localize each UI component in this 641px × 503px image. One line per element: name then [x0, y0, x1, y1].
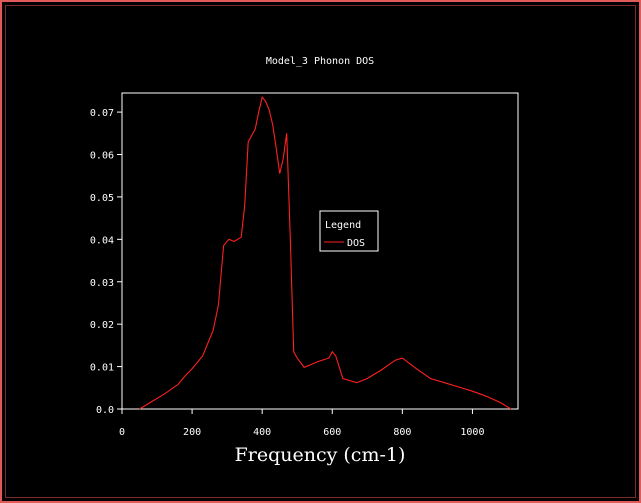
- y-tick-label: 0.04: [90, 235, 114, 246]
- x-tick-label: 1000: [460, 427, 484, 438]
- y-tick-label: 0.03: [90, 278, 114, 289]
- y-tick-label: 0.07: [90, 108, 114, 119]
- plot-area-border: [121, 92, 519, 410]
- x-tick-label: 400: [253, 427, 271, 438]
- x-tick-label: 0: [119, 427, 125, 438]
- y-tick-label: 0.06: [90, 151, 114, 162]
- x-tick-label: 200: [183, 427, 201, 438]
- y-axis: 0.0 0.01 0.02 0.03 0.04 0.05 0.06 0.07: [90, 108, 122, 416]
- legend-title: Legend: [325, 220, 361, 231]
- x-axis-label: Frequency (cm-1): [235, 444, 406, 466]
- y-tick-label: 0.02: [90, 320, 114, 331]
- legend-box: [319, 210, 379, 252]
- y-tick-label: 0.0: [96, 405, 114, 416]
- legend-label-dos: DOS: [347, 238, 365, 249]
- series-line-dos: [139, 95, 512, 410]
- y-tick-label: 0.05: [90, 193, 114, 204]
- chart-title: Model_3 Phonon DOS: [266, 56, 374, 67]
- legend: Legend DOS: [319, 210, 379, 252]
- window-inner-border: [5, 5, 636, 498]
- y-tick-label: 0.01: [90, 363, 114, 374]
- x-tick-label: 600: [323, 427, 341, 438]
- x-axis: 0 200 400 600 800 1000: [119, 409, 484, 438]
- x-tick-label: 800: [393, 427, 411, 438]
